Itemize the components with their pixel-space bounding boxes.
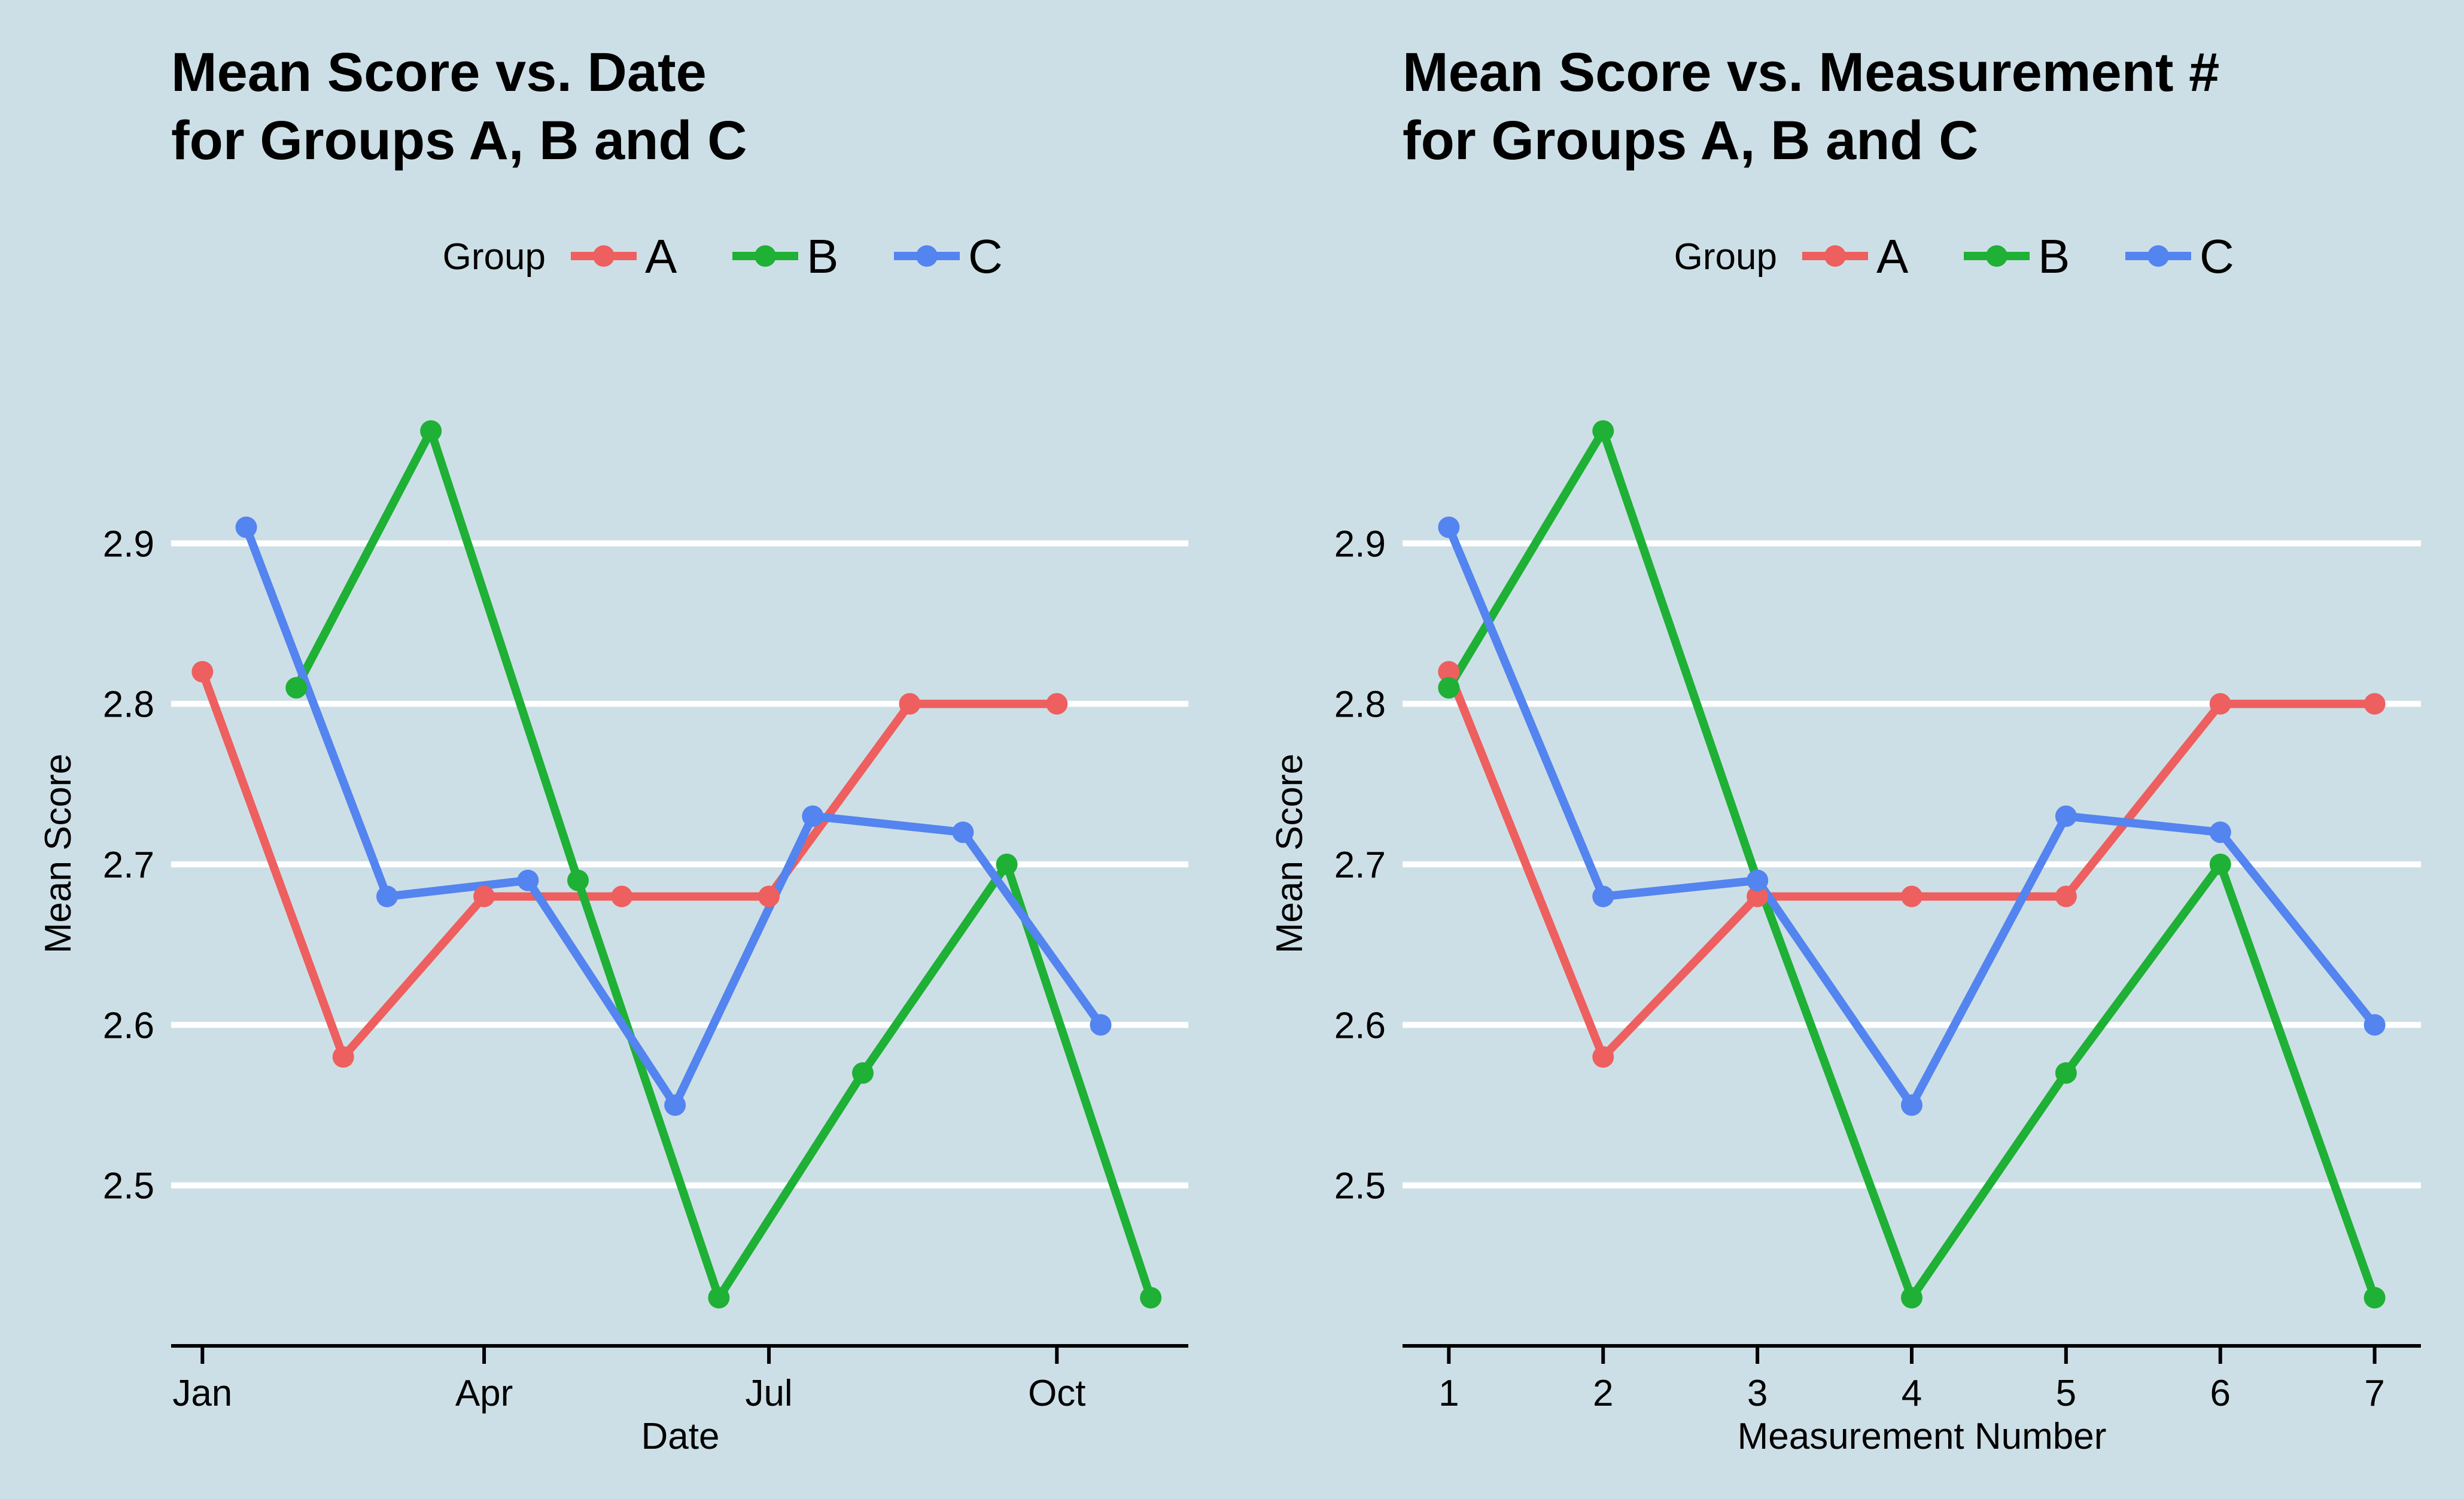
- data-point-c: [517, 869, 539, 891]
- x-tick-label: Oct: [1028, 1373, 1085, 1414]
- legend-key-point-c: [2147, 245, 2169, 267]
- y-tick-label: 2.8: [1334, 684, 1386, 726]
- chart-title-line-2: for Groups A, B and C: [1403, 110, 1979, 171]
- data-point-a: [2055, 885, 2077, 907]
- data-point-c: [1090, 1014, 1112, 1036]
- legend-label-b: B: [807, 230, 838, 283]
- y-tick-label: 2.8: [103, 684, 154, 726]
- legend-label-c: C: [968, 230, 1003, 283]
- data-point-a: [191, 661, 214, 683]
- series-points: [191, 420, 1162, 1309]
- data-point-a: [473, 885, 495, 907]
- data-point-b: [2055, 1062, 2077, 1084]
- x-tick-label: 4: [1902, 1373, 1922, 1414]
- legend-key-point-a: [1824, 245, 1846, 267]
- y-axis-label: Mean Score: [1269, 754, 1310, 953]
- data-point-c: [664, 1094, 686, 1116]
- data-point-a: [2209, 693, 2231, 715]
- data-point-c: [235, 516, 257, 538]
- y-tick-label: 2.5: [103, 1166, 154, 1207]
- x-tick-label: Jul: [745, 1373, 792, 1414]
- data-point-a: [899, 693, 921, 715]
- data-point-c: [2055, 805, 2077, 827]
- chart-title-line-1: Mean Score vs. Date: [171, 42, 707, 103]
- data-point-b: [1592, 420, 1614, 442]
- legend-key-point-c: [916, 245, 938, 267]
- data-point-a: [2363, 693, 2386, 715]
- legend-label-a: A: [645, 230, 677, 283]
- y-tick-label: 2.9: [1334, 523, 1386, 565]
- data-point-c: [1901, 1094, 1922, 1116]
- data-point-b: [420, 420, 442, 442]
- data-point-a: [1747, 885, 1769, 907]
- legend-key-point-b: [1986, 245, 2007, 267]
- data-point-c: [2363, 1014, 2386, 1036]
- data-point-b: [1438, 677, 1460, 699]
- x-axis-label: Measurement Number: [1738, 1416, 2107, 1457]
- legend-label-b: B: [2038, 230, 2070, 283]
- data-point-b: [567, 869, 589, 891]
- data-point-b: [1140, 1287, 1162, 1309]
- data-point-b: [1901, 1287, 1922, 1309]
- x-axis-label: Date: [641, 1416, 720, 1457]
- data-point-a: [332, 1046, 354, 1068]
- legend-title: Group: [1674, 236, 1777, 278]
- data-point-c: [952, 821, 974, 843]
- data-point-b: [2363, 1287, 2386, 1309]
- y-tick-label: 2.7: [103, 845, 154, 886]
- x-tick-label: 7: [2364, 1373, 2384, 1414]
- legend-title: Group: [443, 236, 546, 278]
- data-point-a: [1901, 885, 1922, 907]
- x-tick-label: 6: [2210, 1373, 2231, 1414]
- data-point-b: [285, 677, 308, 699]
- data-point-b: [708, 1287, 730, 1309]
- x-tick-label: 2: [1593, 1373, 1613, 1414]
- data-point-c: [1747, 869, 1769, 891]
- y-tick-label: 2.6: [1334, 1005, 1386, 1046]
- chart-panel-measurement: Mean Score vs. Measurement # for Groups …: [1269, 42, 2421, 1457]
- data-point-b: [2209, 854, 2231, 875]
- data-point-c: [802, 805, 824, 827]
- x-tick-label: 1: [1438, 1373, 1459, 1414]
- y-tick-label: 2.5: [1334, 1166, 1386, 1207]
- data-point-a: [611, 885, 633, 907]
- x-tick-label: Jan: [172, 1373, 232, 1414]
- data-point-c: [1438, 516, 1460, 538]
- data-point-a: [1592, 1046, 1614, 1068]
- legend-label-c: C: [2200, 230, 2234, 283]
- data-point-c: [2209, 821, 2231, 843]
- axes: 2.5 2.6 2.7 2.8 2.9 1 2 3 4 5 6 7: [1334, 523, 2421, 1414]
- data-point-c: [1592, 885, 1614, 907]
- axes: 2.5 2.6 2.7 2.8 2.9 Jan Apr Jul Oct: [103, 523, 1188, 1414]
- legend: Group A B C: [1674, 230, 2234, 283]
- data-point-a: [758, 885, 780, 907]
- data-point-b: [996, 854, 1018, 875]
- data-point-b: [852, 1062, 874, 1084]
- legend: Group A B C: [443, 230, 1003, 283]
- data-point-a: [1438, 661, 1460, 683]
- series-points: [1438, 420, 2386, 1309]
- y-axis-label: Mean Score: [38, 754, 79, 953]
- x-tick-label: 5: [2056, 1373, 2076, 1414]
- x-tick-label: 3: [1747, 1373, 1768, 1414]
- x-tick-label: Apr: [455, 1373, 513, 1414]
- chart-panel-date: Mean Score vs. Date for Groups A, B and …: [38, 42, 1188, 1457]
- data-point-c: [376, 885, 398, 907]
- chart-title-line-2: for Groups A, B and C: [171, 110, 747, 171]
- data-point-a: [1046, 693, 1068, 715]
- legend-key-point-b: [755, 245, 776, 267]
- y-tick-label: 2.9: [103, 523, 154, 565]
- y-tick-label: 2.7: [1334, 845, 1386, 886]
- chart-title-line-1: Mean Score vs. Measurement #: [1403, 42, 2219, 103]
- legend-label-a: A: [1876, 230, 1909, 283]
- y-tick-label: 2.6: [103, 1005, 154, 1046]
- legend-key-point-a: [593, 245, 615, 267]
